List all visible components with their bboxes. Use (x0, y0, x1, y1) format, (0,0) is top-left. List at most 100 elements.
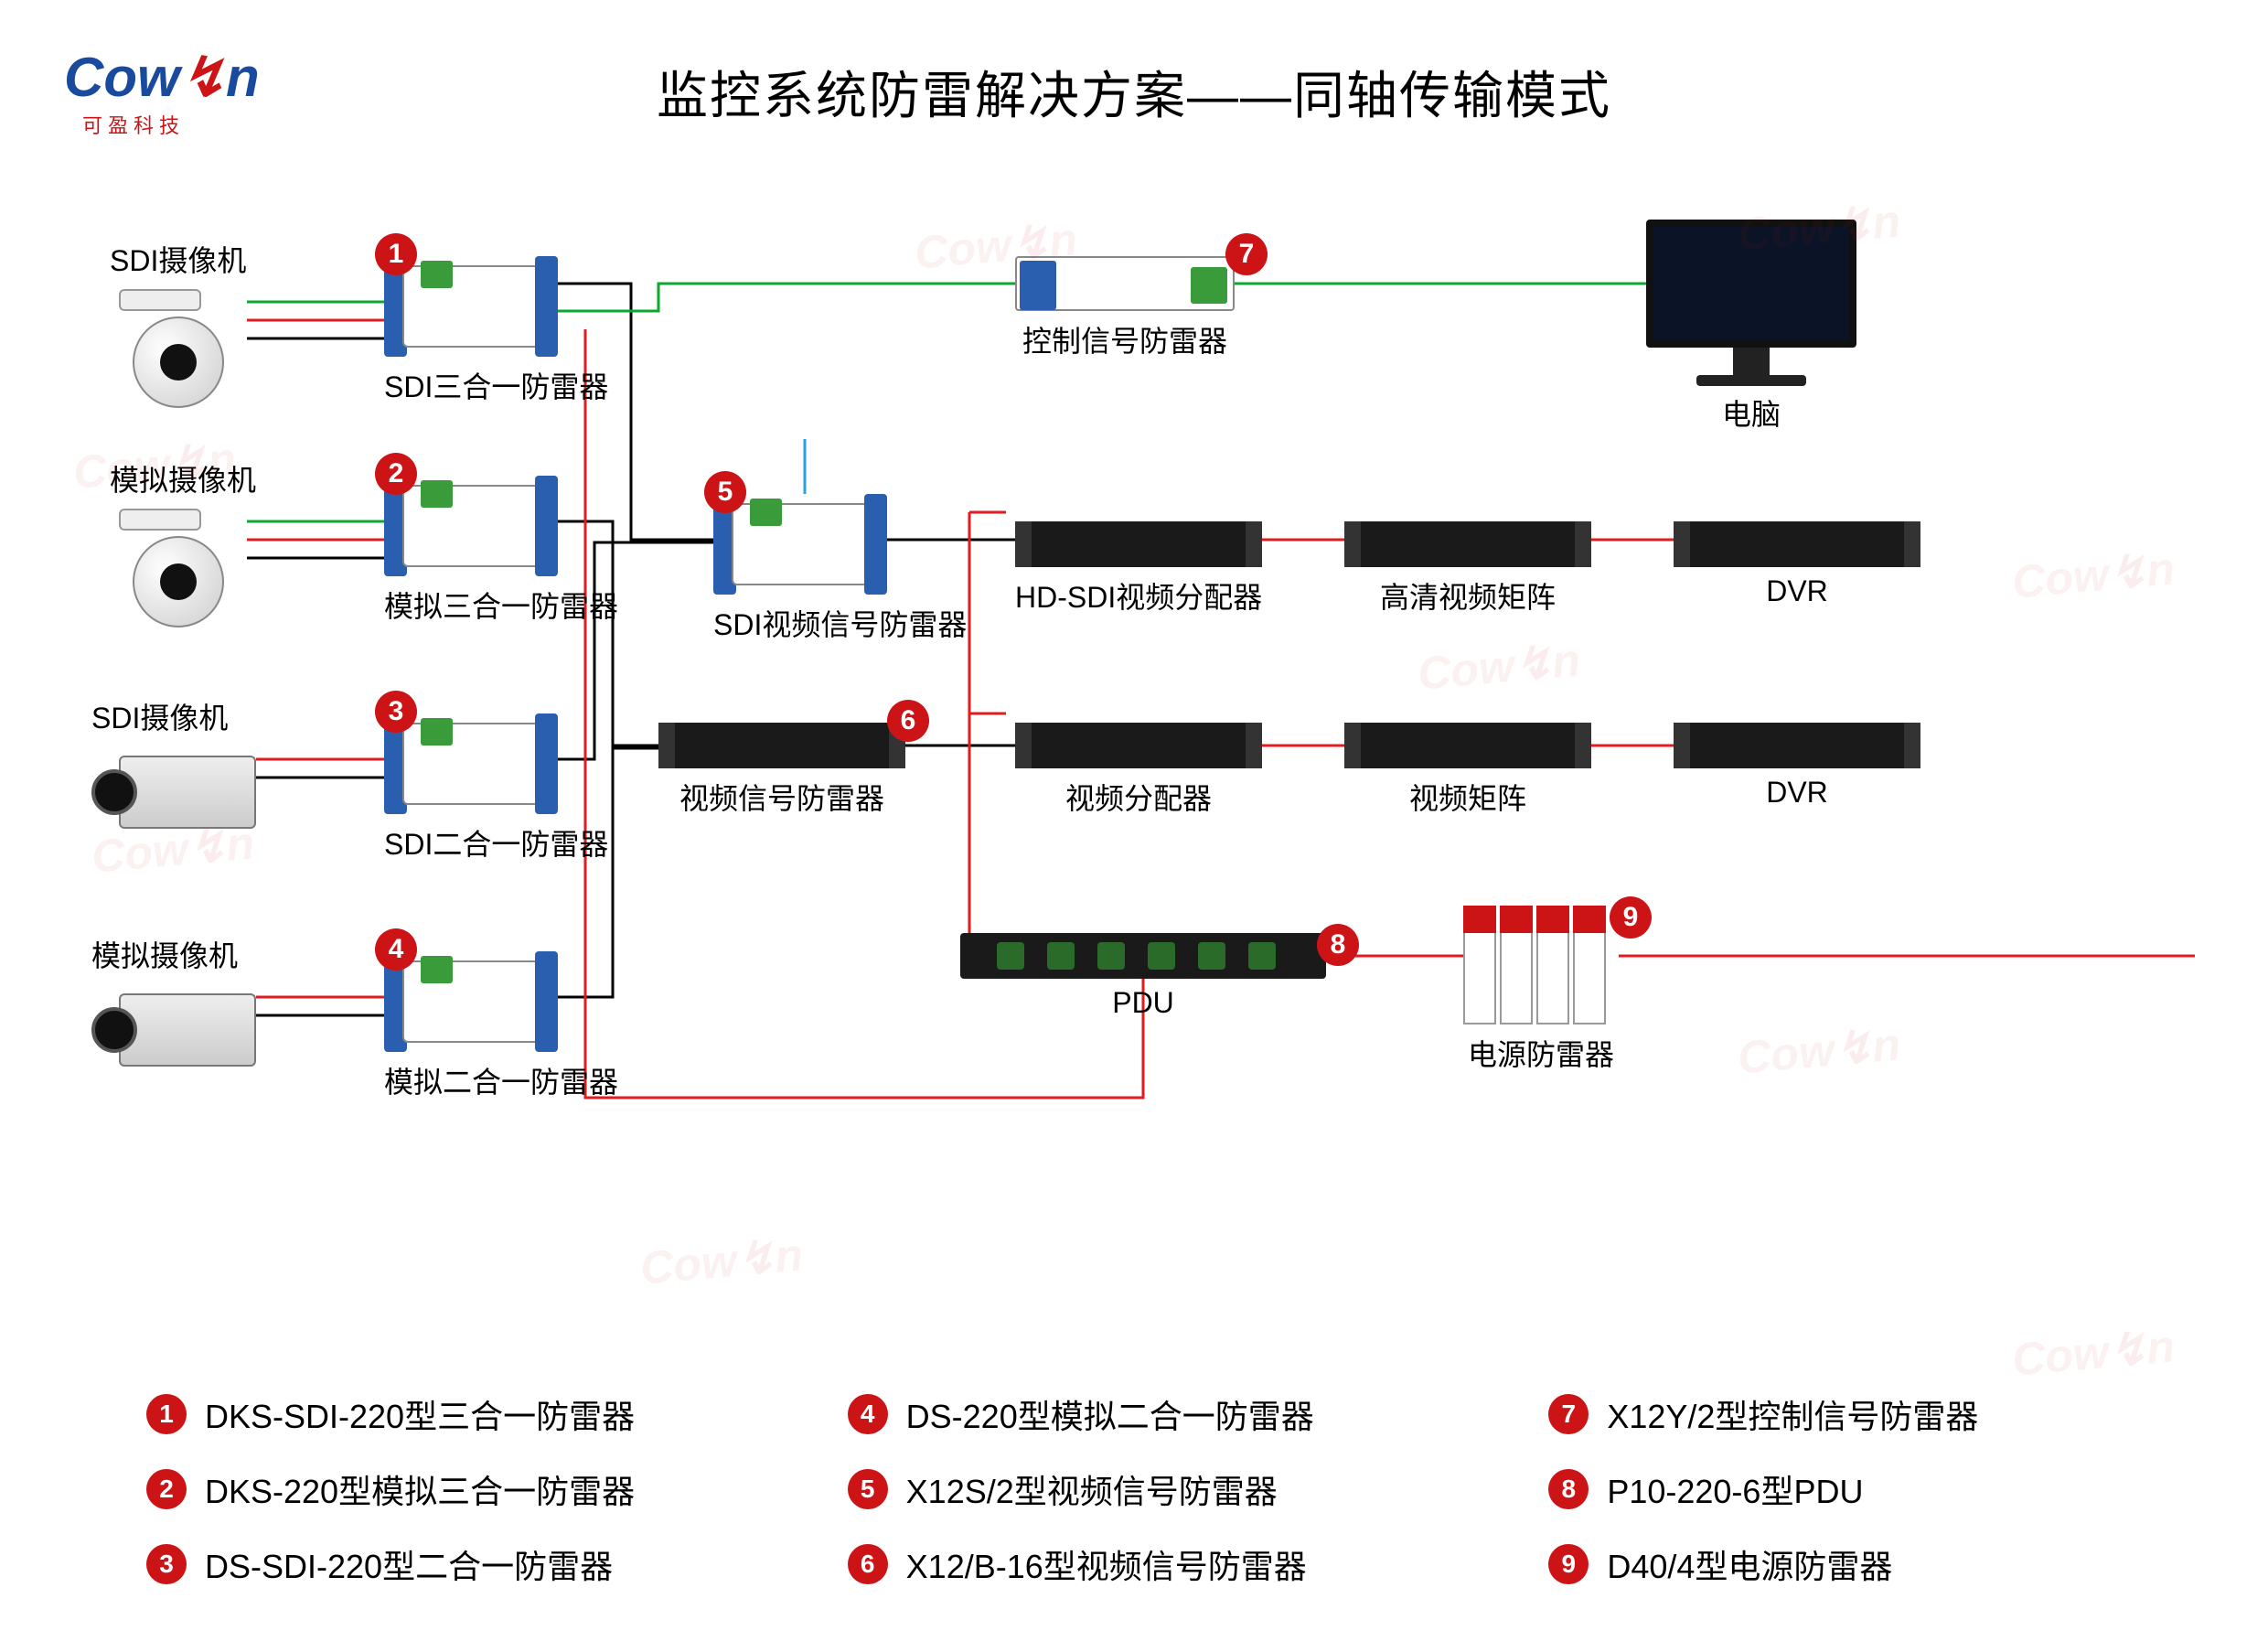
watermark: Cow↯n (1416, 633, 1582, 700)
node-cam4: 模拟摄像机 (91, 933, 256, 1076)
legend-badge: 3 (146, 1544, 187, 1584)
badge-6: 6 (887, 700, 929, 742)
badge-9: 9 (1610, 896, 1652, 939)
node-matrix2: 视频矩阵 (1344, 723, 1591, 818)
node-spd2: 模拟三合一防雷器2 (384, 476, 618, 626)
legend-badge: 4 (848, 1394, 888, 1434)
logo-subtext: 可盈科技 (82, 110, 185, 139)
node-dvr2: DVR (1674, 723, 1920, 810)
node-label: 模拟二合一防雷器 (384, 1059, 618, 1101)
page-title: 监控系统防雷解决方案——同轴传输模式 (657, 55, 1611, 129)
node-label: SDI二合一防雷器 (384, 821, 608, 864)
badge-8: 8 (1317, 924, 1359, 966)
box-icon (91, 746, 256, 838)
badge-2: 2 (375, 453, 417, 495)
node-label: 视频矩阵 (1344, 776, 1591, 818)
logo-bolt-icon: ↯ (180, 47, 226, 108)
badge-7: 7 (1225, 233, 1268, 275)
watermark: Cow↯n (638, 1228, 805, 1294)
legend-text: X12S/2型视频信号防雷器 (906, 1465, 1278, 1513)
node-spd7: 控制信号防雷器7 (1015, 256, 1235, 360)
node-label: 电脑 (1646, 392, 1856, 434)
node-matrix1: 高清视频矩阵 (1344, 521, 1591, 617)
legend-badge: 7 (1548, 1394, 1589, 1434)
legend-item-8: 8 P10-220-6型PDU (1548, 1465, 2177, 1513)
legend-text: D40/4型电源防雷器 (1607, 1540, 1892, 1588)
spd-icon (384, 256, 558, 357)
legend-text: X12Y/2型控制信号防雷器 (1607, 1390, 1978, 1438)
pdu-icon (960, 933, 1326, 979)
rack-icon (1015, 723, 1262, 768)
node-cam1: SDI摄像机 (110, 238, 247, 426)
node-pdu: PDU8 (960, 933, 1326, 1020)
node-label: 模拟三合一防雷器 (384, 584, 618, 626)
power-icon (1463, 906, 1619, 1024)
node-label: 控制信号防雷器 (1015, 318, 1235, 360)
watermark: Cow↯n (2010, 1319, 2177, 1386)
rack-icon (658, 723, 905, 768)
legend-text: DS-220型模拟二合一防雷器 (906, 1390, 1314, 1438)
watermark: Cow↯n (1736, 1017, 1902, 1084)
node-label: 视频信号防雷器 (658, 776, 905, 818)
badge-4: 4 (375, 928, 417, 971)
legend-item-7: 7 X12Y/2型控制信号防雷器 (1548, 1390, 2177, 1438)
node-spd9: 电源防雷器9 (1463, 906, 1619, 1074)
node-dvr1: DVR (1674, 521, 1920, 608)
legend-text: DKS-220型模拟三合一防雷器 (205, 1465, 635, 1513)
node-label: DVR (1674, 574, 1920, 608)
node-spd6: 视频信号防雷器6 (658, 723, 905, 818)
node-label: SDI三合一防雷器 (384, 364, 608, 406)
spd-icon (713, 494, 887, 595)
legend-item-9: 9 D40/4型电源防雷器 (1548, 1540, 2177, 1588)
node-dist2: 视频分配器 (1015, 723, 1262, 818)
node-label: 视频分配器 (1015, 776, 1262, 818)
node-label: HD-SDI视频分配器 (1015, 574, 1262, 617)
ctrl-icon (1015, 256, 1235, 311)
legend-badge: 1 (146, 1394, 187, 1434)
box-icon (91, 984, 256, 1076)
dome-icon (110, 289, 247, 426)
legend-text: P10-220-6型PDU (1607, 1465, 1863, 1513)
legend-item-3: 3 DS-SDI-220型二合一防雷器 (146, 1540, 775, 1588)
legend-item-2: 2 DKS-220型模拟三合一防雷器 (146, 1465, 775, 1513)
spd-icon (384, 476, 558, 576)
spd-icon (384, 713, 558, 814)
node-label: 高清视频矩阵 (1344, 574, 1591, 617)
node-dist1: HD-SDI视频分配器 (1015, 521, 1262, 617)
spd-icon (384, 951, 558, 1052)
node-spd1: SDI三合一防雷器1 (384, 256, 608, 406)
node-label-top: 模拟摄像机 (91, 933, 256, 975)
node-pc: 电脑 (1646, 220, 1856, 434)
node-label: PDU (960, 986, 1326, 1020)
rack-icon (1674, 521, 1920, 567)
badge-3: 3 (375, 691, 417, 733)
node-label-top: SDI摄像机 (91, 695, 256, 737)
node-spd4: 模拟二合一防雷器4 (384, 951, 618, 1101)
logo: Cow↯n (64, 46, 260, 110)
legend-item-1: 1DKS-SDI-220型三合一防雷器 (146, 1390, 775, 1438)
node-cam2: 模拟摄像机 (110, 457, 256, 646)
node-label-top: SDI摄像机 (110, 238, 247, 280)
node-cam3: SDI摄像机 (91, 695, 256, 838)
node-label: 电源防雷器 (1463, 1032, 1619, 1074)
rack-icon (1015, 521, 1262, 567)
legend-text: DS-SDI-220型二合一防雷器 (205, 1540, 613, 1588)
legend-badge: 5 (848, 1469, 888, 1509)
legend-item-5: 5 X12S/2型视频信号防雷器 (848, 1465, 1476, 1513)
rack-icon (1344, 521, 1591, 567)
dome-icon (110, 509, 247, 646)
legend-badge: 8 (1548, 1469, 1589, 1509)
badge-1: 1 (375, 233, 417, 275)
node-label: SDI视频信号防雷器 (713, 602, 967, 644)
legend-badge: 9 (1548, 1544, 1589, 1584)
node-label-top: 模拟摄像机 (110, 457, 256, 499)
rack-icon (1674, 723, 1920, 768)
legend-badge: 2 (146, 1469, 187, 1509)
legend-badge: 6 (848, 1544, 888, 1584)
monitor-icon (1646, 220, 1856, 384)
legend-item-4: 4 DS-220型模拟二合一防雷器 (848, 1390, 1476, 1438)
node-spd3: SDI二合一防雷器3 (384, 713, 608, 864)
watermark: Cow↯n (2010, 542, 2177, 608)
badge-5: 5 (704, 471, 746, 513)
legend-text: X12/B-16型视频信号防雷器 (906, 1540, 1307, 1588)
